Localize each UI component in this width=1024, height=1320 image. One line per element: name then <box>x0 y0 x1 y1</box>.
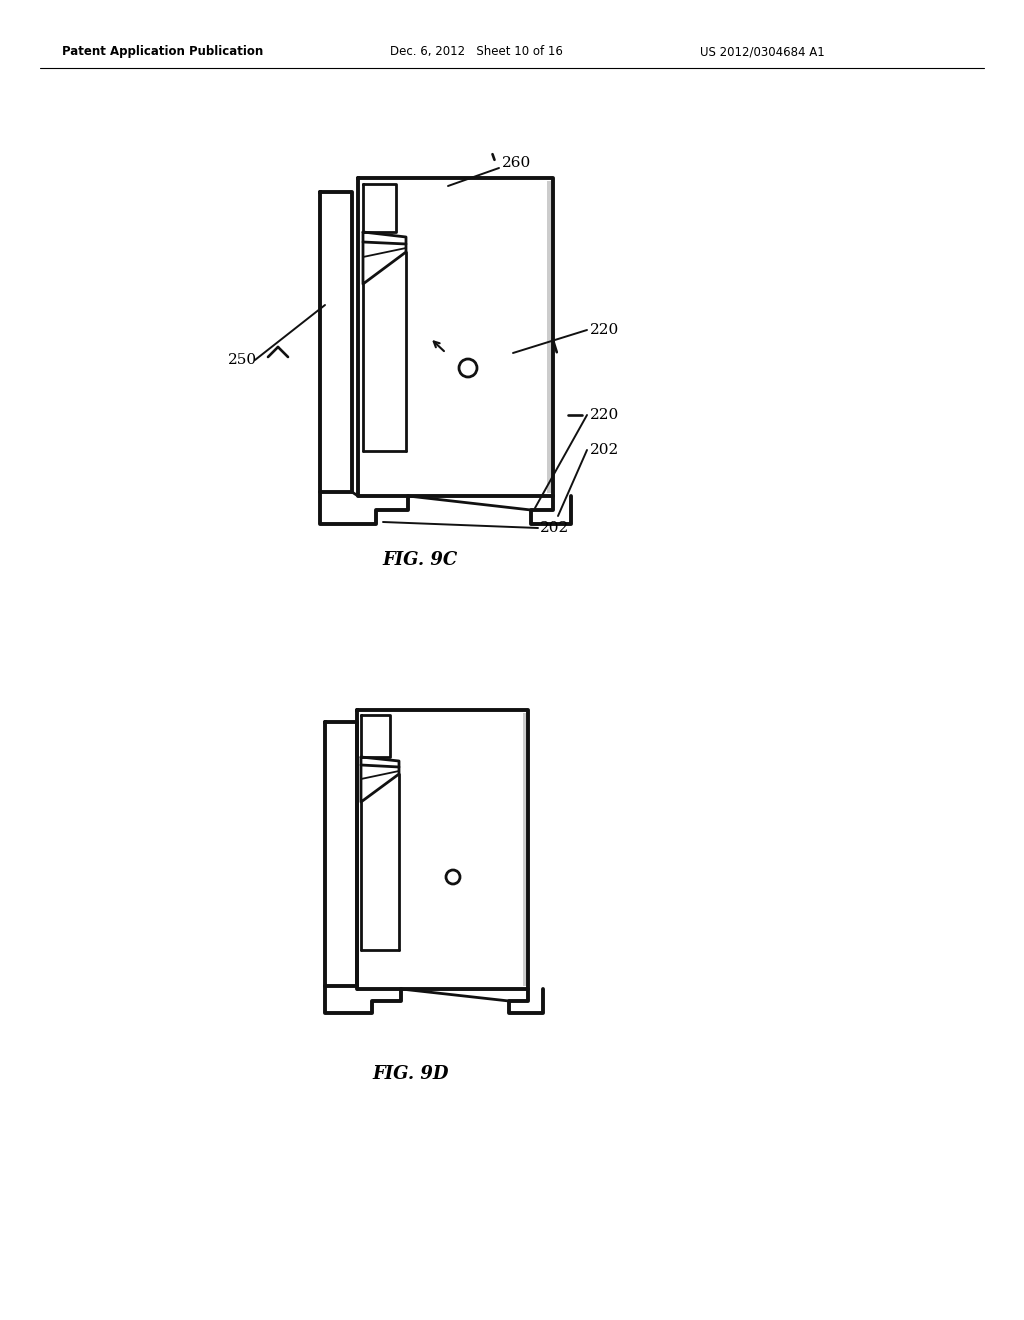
Bar <box>523 713 528 986</box>
Text: US 2012/0304684 A1: US 2012/0304684 A1 <box>700 45 824 58</box>
Text: 250: 250 <box>228 352 257 367</box>
Text: FIG. 9C: FIG. 9C <box>382 550 458 569</box>
Text: 220: 220 <box>590 408 620 422</box>
Text: 220: 220 <box>590 323 620 337</box>
Text: 202: 202 <box>540 521 569 535</box>
Text: FIG. 9D: FIG. 9D <box>372 1065 449 1082</box>
Bar <box>547 181 553 492</box>
Text: Dec. 6, 2012   Sheet 10 of 16: Dec. 6, 2012 Sheet 10 of 16 <box>390 45 563 58</box>
Text: 260: 260 <box>502 156 531 170</box>
Text: Patent Application Publication: Patent Application Publication <box>62 45 263 58</box>
Text: 202: 202 <box>590 444 620 457</box>
